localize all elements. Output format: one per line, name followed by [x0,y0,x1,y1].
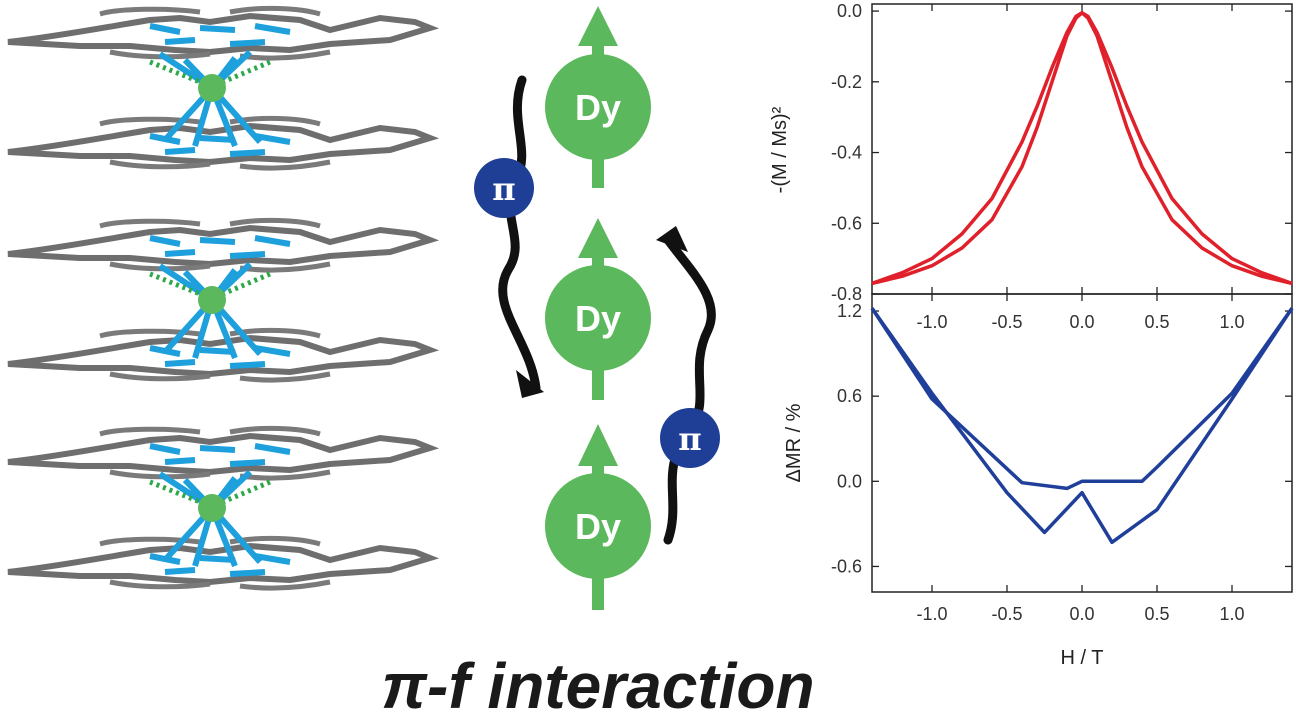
x-tick-label: 1.0 [1219,604,1244,624]
dy-ion-circle [545,265,651,371]
chart-frame [871,293,1293,593]
y-tick-label: -0.2 [831,72,862,92]
data-series [871,11,1293,286]
pi-electron-badge-left: π [474,158,534,218]
pi-label: π [678,420,701,458]
tick-marks [872,294,1292,592]
y-tick-label: -0.4 [831,143,862,163]
x-tick-label: 0.0 [1069,312,1094,332]
y-tick-label: 0.6 [837,386,862,406]
pi-electron-badge-right: π [660,408,720,468]
dy-spin-middle: Dy [545,218,651,400]
molecular-structure-stack [8,8,430,588]
x-tick-label: 0.5 [1144,312,1169,332]
y-tick-label: 0.0 [837,471,862,491]
y-tick-label: -0.8 [831,284,862,304]
magnetoresistance-chart: -1.0 -0.5 0.0 0.5 1.0 1.2 0.6 0.0 -0.6 Δ… [783,293,1294,669]
data-series-line-2 [871,11,1293,286]
chart-frame [871,3,1293,295]
sandwich-complex-bottom [8,428,430,588]
tick-marks [872,4,1292,295]
figure-caption: π-f interaction [381,650,814,720]
dy-label: Dy [575,506,621,547]
y-tick-label: 1.2 [837,301,862,321]
dy-ion-circle [545,473,651,579]
pi-label: π [492,170,515,208]
x-tick-label: 1.0 [1219,312,1244,332]
spin-chain-illustration: Dy Dy Dy π π [474,6,720,610]
x-axis-label: H / T [1061,647,1104,669]
sandwich-complex-top [8,8,430,168]
y-tick-labels: 0.0 -0.2 -0.4 -0.6 -0.8 [831,1,862,304]
y-tick-label: -0.6 [831,213,862,233]
y-axis-label: -(M / Ms)² [769,106,791,193]
pi-electron-ribbon-right [663,235,716,545]
data-series-line-1 [870,307,1294,545]
dy-spin-top: Dy [545,6,651,188]
x-tick-label: 0.0 [1069,604,1094,624]
data-series [870,307,1294,545]
data-series-line-2 [870,307,1294,491]
y-axis-label: ΔMR / % [783,403,805,482]
dy-spin-bottom: Dy [545,424,651,610]
x-tick-label: -1.0 [916,312,947,332]
x-tick-labels: -1.0 -0.5 0.0 0.5 1.0 [916,604,1244,624]
x-tick-label: -0.5 [991,312,1022,332]
dy-label: Dy [575,87,621,128]
x-tick-label: -0.5 [991,604,1022,624]
y-tick-labels: 1.2 0.6 0.0 -0.6 [831,301,862,576]
y-tick-label: 0.0 [837,1,862,21]
dy-label: Dy [575,298,621,339]
x-tick-label: 0.5 [1144,604,1169,624]
dy-ion-circle [545,54,651,160]
data-series-line-1 [871,11,1293,286]
pi-electron-ribbon-left [498,75,541,393]
x-tick-label: -1.0 [916,604,947,624]
magnetization-chart: -1.0 -0.5 0.0 0.5 1.0 0.0 -0.2 -0.4 -0.6… [769,1,1293,332]
x-tick-labels: -1.0 -0.5 0.0 0.5 1.0 [916,312,1244,332]
sandwich-complex-middle [8,220,430,380]
y-tick-label: -0.6 [831,556,862,576]
